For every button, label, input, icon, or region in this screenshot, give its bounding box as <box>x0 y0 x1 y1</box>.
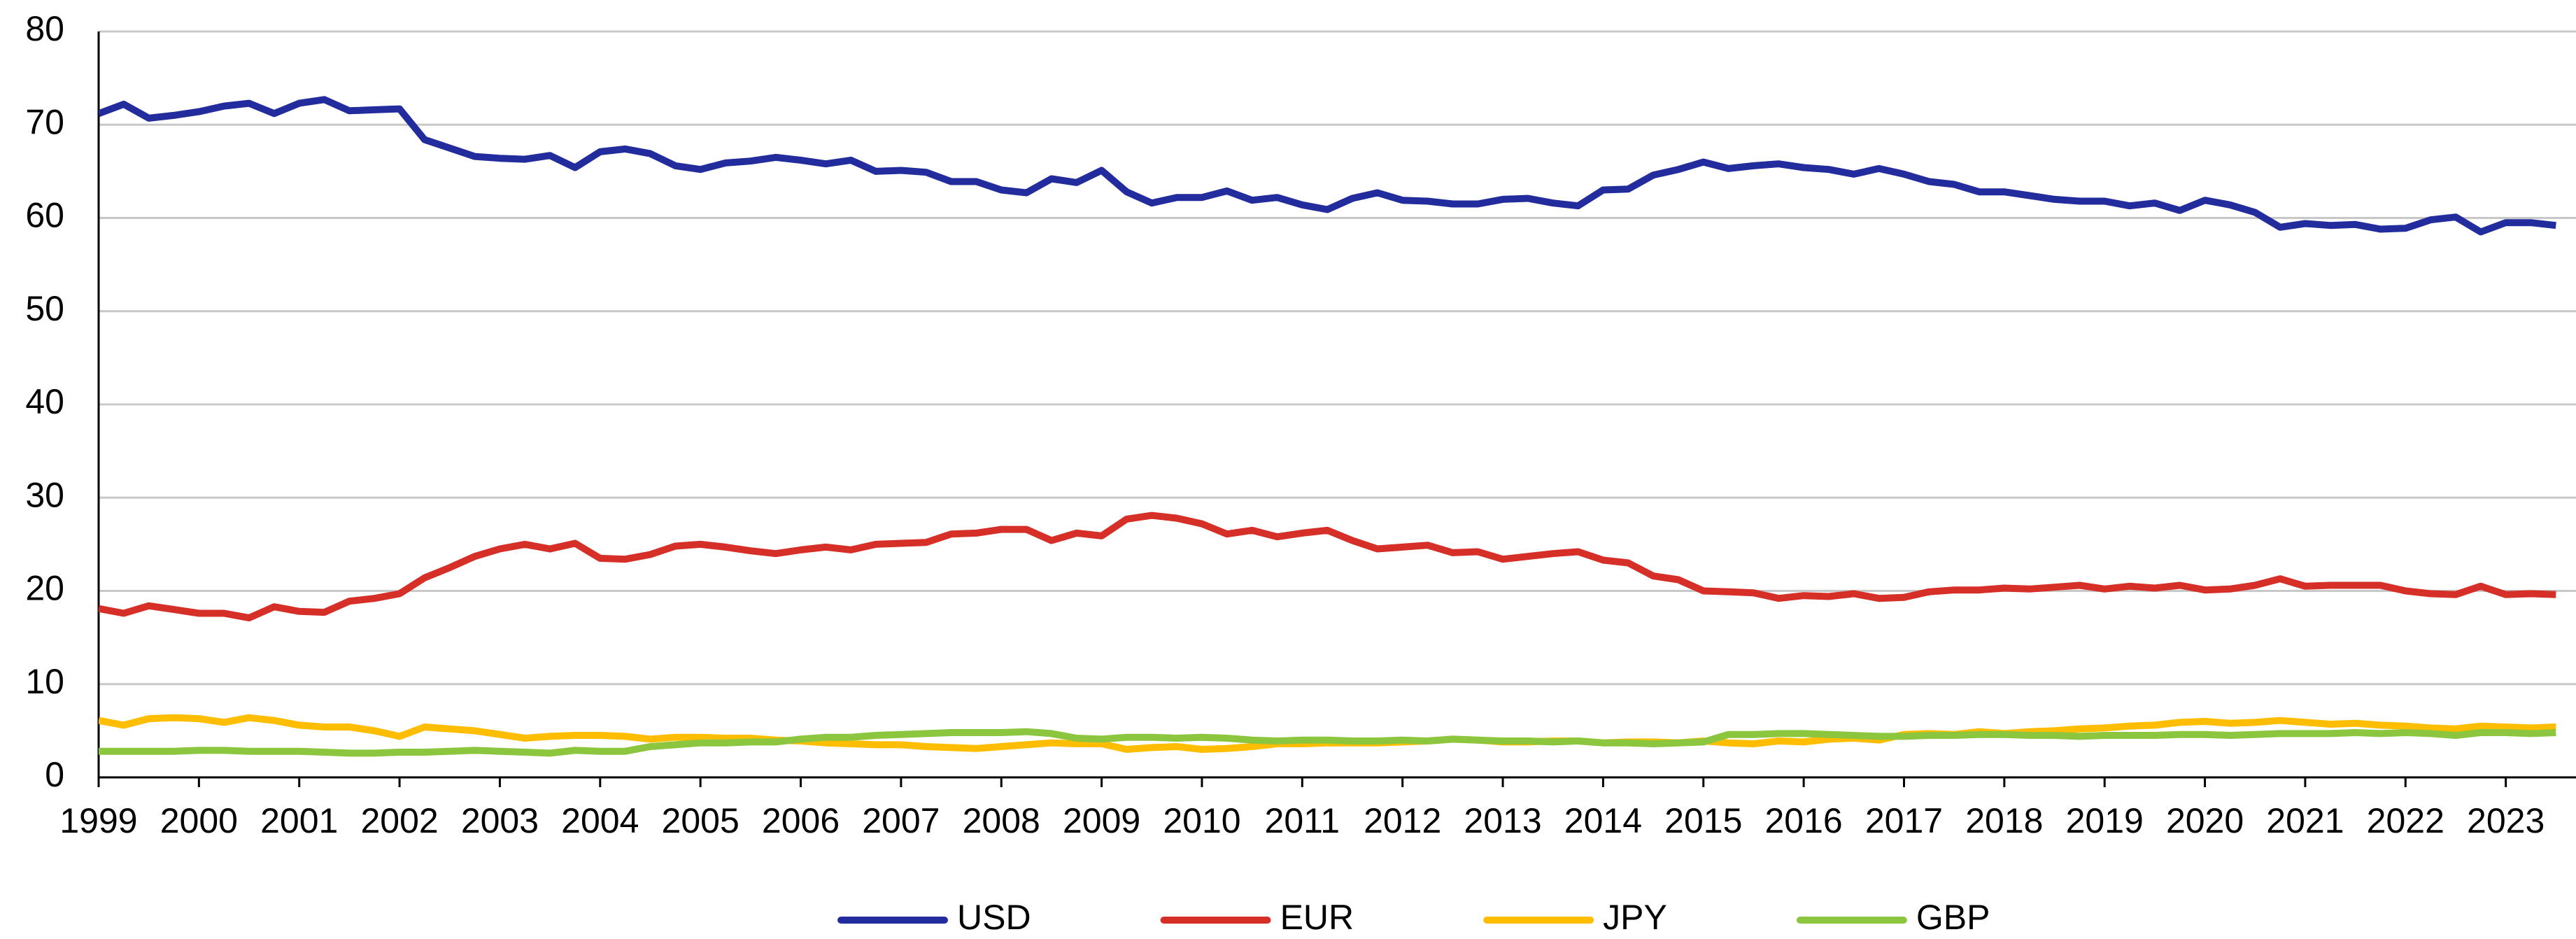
y-tick-label: 20 <box>25 569 64 608</box>
x-tick-label: 2021 <box>2266 801 2344 840</box>
series-line <box>99 96 2556 236</box>
y-tick-label: 80 <box>25 9 64 48</box>
x-tick-label: 2017 <box>1865 801 1943 840</box>
x-tick-label: 2023 <box>2467 801 2545 840</box>
x-tick-label: 2012 <box>1364 801 1441 840</box>
x-tick-label: 2004 <box>561 801 639 840</box>
plot-area <box>99 96 2556 757</box>
x-tick-label: 2020 <box>2166 801 2244 840</box>
x-tick-label: 2000 <box>160 801 238 840</box>
x-tick-label: 2002 <box>360 801 438 840</box>
legend-label: JPY <box>1603 898 1667 937</box>
legend-label: USD <box>957 898 1031 937</box>
x-tick-label: 2018 <box>1965 801 2043 840</box>
series-line <box>99 728 2556 757</box>
y-tick-label: 60 <box>25 196 64 235</box>
legend-label: GBP <box>1916 898 1990 937</box>
y-tick-label: 30 <box>25 475 64 514</box>
x-tick-label: 2001 <box>260 801 338 840</box>
x-tick-label: 2016 <box>1765 801 1843 840</box>
x-tick-label: 2022 <box>2367 801 2444 840</box>
x-tick-label: 2013 <box>1464 801 1541 840</box>
y-tick-label: 50 <box>25 289 64 328</box>
y-tick-label: 10 <box>25 662 64 701</box>
series-line <box>99 511 2556 622</box>
x-tick-label: 2010 <box>1163 801 1240 840</box>
x-tick-label: 1999 <box>59 801 137 840</box>
x-tick-label: 2015 <box>1664 801 1742 840</box>
x-tick-label: 2003 <box>461 801 539 840</box>
legend-label: EUR <box>1280 898 1354 937</box>
y-tick-label: 70 <box>25 102 64 141</box>
x-tick-label: 2011 <box>1265 801 1340 840</box>
y-tick-label: 0 <box>45 755 64 794</box>
x-tick-label: 2007 <box>862 801 940 840</box>
x-tick-label: 2008 <box>963 801 1040 840</box>
x-tick-label: 2014 <box>1564 801 1642 840</box>
x-tick-label: 2019 <box>2066 801 2144 840</box>
x-tick-label: 2006 <box>762 801 840 840</box>
x-tick-label: 2009 <box>1063 801 1140 840</box>
x-tick-label: 2005 <box>662 801 739 840</box>
y-tick-label: 40 <box>25 382 64 421</box>
